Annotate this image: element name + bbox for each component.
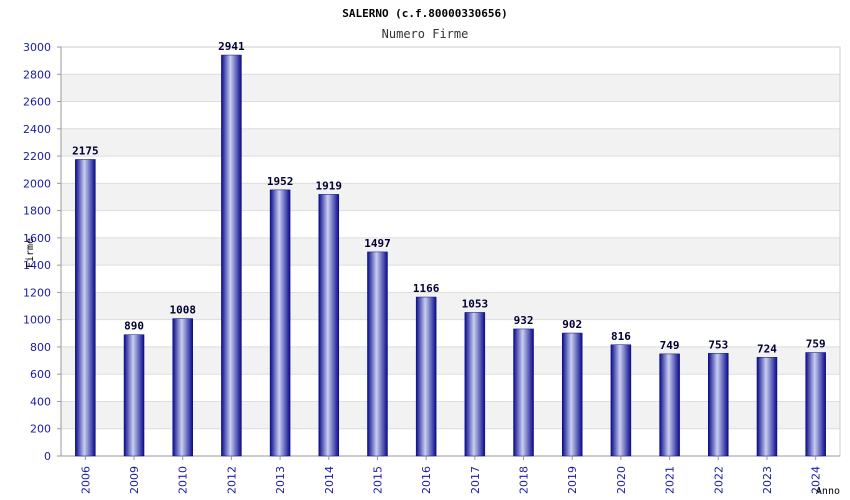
bar <box>610 344 632 457</box>
x-tick-label: 2009 <box>128 466 141 494</box>
y-tick-label: 0 <box>44 450 51 463</box>
data-label: 2941 <box>218 40 245 53</box>
y-tick-label: 2600 <box>23 96 51 109</box>
bar <box>367 251 388 457</box>
x-axis-label: Anno <box>816 486 840 497</box>
x-tick-label: 2020 <box>615 466 628 494</box>
y-tick-label: 2200 <box>23 150 51 163</box>
data-label: 2175 <box>72 144 99 157</box>
data-label: 1497 <box>364 237 391 250</box>
data-label: 753 <box>708 338 728 351</box>
data-label: 816 <box>611 330 631 343</box>
y-tick-label: 3000 <box>23 41 51 54</box>
x-tick-label: 2019 <box>566 466 579 494</box>
y-tick-label: 1400 <box>23 259 51 272</box>
x-tick-label: 2006 <box>79 466 92 494</box>
bar <box>513 328 534 457</box>
bar <box>415 296 437 457</box>
y-tick-label: 2800 <box>23 68 51 81</box>
x-tick-label: 2013 <box>274 466 287 494</box>
x-tick-label: 2015 <box>371 466 384 494</box>
x-axis-ticks: 2006 2009 2010 2012 2013 2014 2015 2016 2017 2018… <box>79 456 823 494</box>
data-label: 1166 <box>413 282 440 295</box>
y-tick-label: 200 <box>30 423 51 436</box>
y-tick-label: 400 <box>30 395 51 408</box>
grid-band <box>61 237 840 266</box>
bar <box>75 159 96 457</box>
data-label: 1919 <box>316 179 343 192</box>
x-tick-label: 2017 <box>469 466 482 494</box>
bar <box>318 194 340 457</box>
chart-title: SALERNO (c.f.80000330656) <box>342 7 508 20</box>
bar <box>756 357 778 457</box>
y-tick-label: 1600 <box>23 232 51 245</box>
y-tick-label: 1000 <box>23 314 51 327</box>
x-tick-label: 2021 <box>664 466 677 494</box>
bar <box>708 353 729 457</box>
chart-subtitle: Numero Firme <box>382 27 469 41</box>
x-tick-label: 2016 <box>420 466 433 494</box>
data-label: 1053 <box>462 297 489 310</box>
bar <box>659 353 680 457</box>
x-tick-label: 2010 <box>177 466 190 494</box>
x-tick-label: 2018 <box>518 466 531 494</box>
x-tick-label: 2012 <box>225 466 238 494</box>
x-tick-label: 2022 <box>712 466 725 494</box>
bar <box>123 334 145 457</box>
data-label: 724 <box>757 342 777 355</box>
y-axis-label: Firme <box>25 238 36 268</box>
y-tick-label: 2000 <box>23 177 51 190</box>
bar <box>464 312 486 457</box>
grid-band <box>61 292 840 320</box>
y-axis-ticks: 0 200 400 600 800 1000 1200 1400 1600 1800 2000 220… <box>23 41 61 463</box>
grid-band <box>61 128 840 157</box>
y-tick-label: 1800 <box>23 205 51 218</box>
y-tick-label: 800 <box>30 341 51 354</box>
data-labels: 2175 890 1008 2941 1952 1919 1497 1166 1053 932 90… <box>72 40 826 355</box>
y-tick-label: 600 <box>30 368 51 381</box>
bar <box>805 352 826 457</box>
data-label: 890 <box>124 320 144 333</box>
data-label: 932 <box>514 314 534 327</box>
bars <box>75 54 826 457</box>
bar <box>221 54 242 457</box>
grid-band <box>61 74 840 102</box>
x-tick-label: 2024 <box>810 466 823 494</box>
data-label: 759 <box>806 338 826 351</box>
grid-band <box>61 183 840 211</box>
bar <box>561 332 583 457</box>
data-label: 1952 <box>267 175 294 188</box>
bar <box>269 189 291 457</box>
bar <box>172 318 193 457</box>
data-label: 902 <box>562 318 582 331</box>
y-tick-label: 2400 <box>23 123 51 136</box>
x-tick-label: 2023 <box>761 466 774 494</box>
y-tick-label: 1200 <box>23 286 51 299</box>
x-tick-label: 2014 <box>323 466 336 494</box>
data-label: 1008 <box>169 304 196 317</box>
data-label: 749 <box>660 339 680 352</box>
